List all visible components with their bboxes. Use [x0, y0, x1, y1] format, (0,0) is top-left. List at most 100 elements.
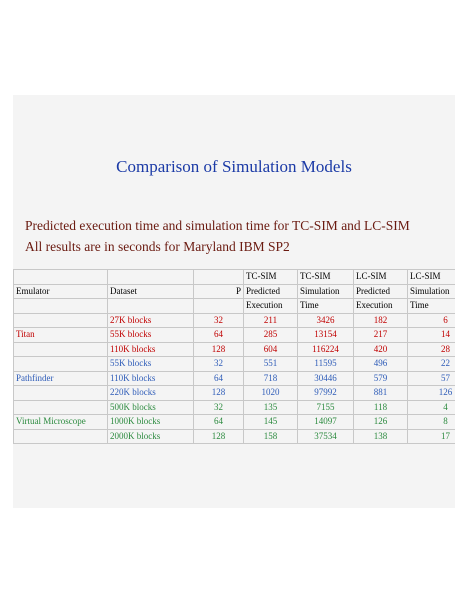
- dataset-cell: 55K blocks: [107, 327, 194, 343]
- value-cell: 17: [407, 428, 455, 444]
- value-cell: 496: [353, 356, 408, 372]
- value-cell: 551: [243, 356, 298, 372]
- dataset-cell: 27K blocks: [107, 312, 194, 328]
- slide-title: Comparison of Simulation Models: [116, 157, 352, 176]
- subtitle-line: Predicted execution time and simulation …: [25, 218, 410, 233]
- data-row: 500K blocks 32 135 7155 118 4: [13, 399, 455, 415]
- value-cell: 579: [353, 370, 408, 386]
- header-cell: Simulation: [407, 283, 455, 299]
- value-cell: 14: [407, 327, 455, 343]
- dataset-cell: 500K blocks: [107, 399, 194, 415]
- value-cell: 126: [407, 385, 455, 401]
- header-cell: LC-SIM: [407, 269, 455, 285]
- slide: Comparison of Simulation Models Predicte…: [13, 95, 455, 508]
- value-cell: 30446: [297, 370, 354, 386]
- data-row: 55K blocks 32 551 11595 496 22: [13, 356, 455, 372]
- value-cell: 158: [243, 428, 298, 444]
- header-cell: Emulator: [13, 283, 108, 299]
- value-cell: 718: [243, 370, 298, 386]
- header-cell: [193, 269, 244, 285]
- value-cell: 145: [243, 414, 298, 430]
- value-cell: 285: [243, 327, 298, 343]
- data-row: 220K blocks 128 1020 97992 881 126: [13, 385, 455, 401]
- value-cell: 604: [243, 341, 298, 357]
- value-cell: 28: [407, 341, 455, 357]
- value-cell: 116224: [297, 341, 354, 357]
- dataset-cell: 2000K blocks: [107, 428, 194, 444]
- value-cell: 1020: [243, 385, 298, 401]
- value-cell: 37534: [297, 428, 354, 444]
- value-cell: 32: [193, 356, 244, 372]
- value-cell: 211: [243, 312, 298, 328]
- value-cell: 3426: [297, 312, 354, 328]
- emulator-cell: Pathfinder: [13, 370, 108, 386]
- dataset-cell: 55K blocks: [107, 356, 194, 372]
- value-cell: 881: [353, 385, 408, 401]
- value-cell: 57: [407, 370, 455, 386]
- value-cell: 4: [407, 399, 455, 415]
- data-row: Pathfinder 110K blocks 64 718 30446 579 57: [13, 370, 455, 386]
- header-cell: Execution: [353, 298, 408, 314]
- value-cell: 217: [353, 327, 408, 343]
- emulator-cell: [13, 428, 108, 444]
- emulator-cell: [13, 385, 108, 401]
- value-cell: 22: [407, 356, 455, 372]
- emulator-cell: [13, 356, 108, 372]
- value-cell: 7155: [297, 399, 354, 415]
- header-cell: Time: [407, 298, 455, 314]
- data-row: 110K blocks 128 604 116224 420 28: [13, 341, 455, 357]
- header-cell: Execution: [243, 298, 298, 314]
- dataset-cell: 220K blocks: [107, 385, 194, 401]
- header-cell: [107, 269, 194, 285]
- emulator-cell: [13, 399, 108, 415]
- dataset-cell: 1000K blocks: [107, 414, 194, 430]
- value-cell: 14097: [297, 414, 354, 430]
- data-row: 27K blocks 32 211 3426 182 6: [13, 312, 455, 328]
- emulator-cell: [13, 312, 108, 328]
- emulator-cell: Virtual Microscope: [13, 414, 108, 430]
- data-row: Titan 55K blocks 64 285 13154 217 14: [13, 327, 455, 343]
- header-cell: [13, 269, 108, 285]
- emulator-cell: Titan: [13, 327, 108, 343]
- header-cell: TC-SIM: [243, 269, 298, 285]
- value-cell: 420: [353, 341, 408, 357]
- emulator-cell: [13, 341, 108, 357]
- dataset-cell: 110K blocks: [107, 341, 194, 357]
- value-cell: 128: [193, 341, 244, 357]
- value-cell: 128: [193, 385, 244, 401]
- value-cell: 118: [353, 399, 408, 415]
- header-cell: P: [193, 283, 244, 299]
- value-cell: 6: [407, 312, 455, 328]
- value-cell: 32: [193, 312, 244, 328]
- header-row: Emulator Dataset P Predicted Simulation Predi…: [13, 283, 455, 299]
- header-cell: Predicted: [243, 283, 298, 299]
- header-row: TC-SIM TC-SIM LC-SIM LC-SIM: [13, 269, 455, 285]
- header-cell: Dataset: [107, 283, 194, 299]
- header-cell: TC-SIM: [297, 269, 354, 285]
- header-cell: Predicted: [353, 283, 408, 299]
- header-cell: Time: [297, 298, 354, 314]
- results-table: TC-SIM TC-SIM LC-SIM LC-SIM Emulator Dataset P…: [13, 269, 455, 444]
- value-cell: 8: [407, 414, 455, 430]
- data-row: 2000K blocks 128 158 37534 138 17: [13, 428, 455, 444]
- header-cell: [193, 298, 244, 314]
- value-cell: 135: [243, 399, 298, 415]
- value-cell: 32: [193, 399, 244, 415]
- header-cell: LC-SIM: [353, 269, 408, 285]
- header-cell: Simulation: [297, 283, 354, 299]
- subtitle-line: All results are in seconds for Maryland …: [25, 239, 290, 254]
- value-cell: 126: [353, 414, 408, 430]
- value-cell: 182: [353, 312, 408, 328]
- header-row: Execution Time Execution Time: [13, 298, 455, 314]
- data-row: Virtual Microscope 1000K blocks 64 145 14097…: [13, 414, 455, 430]
- value-cell: 128: [193, 428, 244, 444]
- value-cell: 138: [353, 428, 408, 444]
- header-cell: [13, 298, 108, 314]
- value-cell: 64: [193, 414, 244, 430]
- value-cell: 64: [193, 327, 244, 343]
- dataset-cell: 110K blocks: [107, 370, 194, 386]
- value-cell: 97992: [297, 385, 354, 401]
- value-cell: 13154: [297, 327, 354, 343]
- value-cell: 64: [193, 370, 244, 386]
